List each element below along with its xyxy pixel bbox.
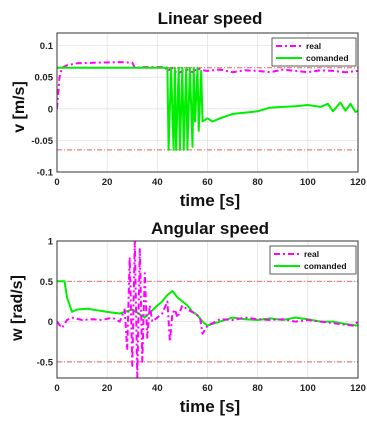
series-real [57,241,358,378]
y-tick-label: 0.1 [40,41,54,52]
x-tick-label: 40 [152,177,163,188]
y-tick-label: 0.5 [40,277,54,288]
y-tick-label: 1 [48,237,54,248]
linear-speed-chart: Linear speed time [s] v [m/s] 0 20 40 60 80 1… [11,9,366,210]
x-tick-label: 20 [102,383,113,394]
plot-frame [56,32,359,173]
x-axis-label: time [s] [180,191,240,210]
x-tick-label: 0 [54,177,59,188]
y-tick-label: -0.5 [37,357,54,368]
legend: real comanded [271,37,357,67]
legend-label-real: real [306,41,321,51]
chart-title: Angular speed [151,219,269,238]
x-tick-label: 80 [252,177,263,188]
x-axis-label: time [s] [180,397,240,416]
y-tick-label: 0 [48,104,53,115]
legend-label-comanded: comanded [304,261,347,271]
series-real [57,61,358,109]
series-layer [57,241,358,378]
y-axis-label: w [rad/s] [9,275,26,342]
x-ticks: 0 20 40 60 80 100 120 [54,383,366,394]
y-tick-label: -0.05 [31,136,53,147]
x-tick-label: 60 [202,177,213,188]
x-tick-label: 60 [202,383,213,394]
legend-box [269,245,357,275]
legend-box [271,37,357,67]
series-comanded [57,66,358,151]
x-tick-label: 0 [54,383,59,394]
y-axis-label: v [m/s] [11,81,28,133]
legend-label-real: real [304,249,319,259]
plot-frame [56,240,359,379]
y-ticks: -0.5 0 0.5 1 [37,237,54,369]
x-tick-label: 120 [350,177,366,188]
x-ticks: 0 20 40 60 80 100 120 [54,177,366,188]
y-tick-label: 0 [48,317,53,328]
x-tick-label: 120 [350,383,366,394]
x-tick-label: 100 [300,177,316,188]
x-tick-label: 80 [252,383,263,394]
x-tick-label: 40 [152,383,163,394]
y-ticks: -0.1 -0.05 0 0.05 0.1 [31,41,53,178]
x-tick-label: 20 [102,177,113,188]
legend: real comanded [269,245,357,275]
legend-label-comanded: comanded [306,53,349,63]
chart-title: Linear speed [158,9,263,28]
y-tick-label: -0.1 [37,168,54,179]
angular-speed-chart: Angular speed time [s] w [rad/s] 0 20 40 60… [9,219,366,416]
y-tick-label: 0.05 [35,73,54,84]
series-layer [57,61,358,151]
series-comanded [57,280,358,327]
x-tick-label: 100 [300,383,316,394]
limit-lines [57,280,358,363]
